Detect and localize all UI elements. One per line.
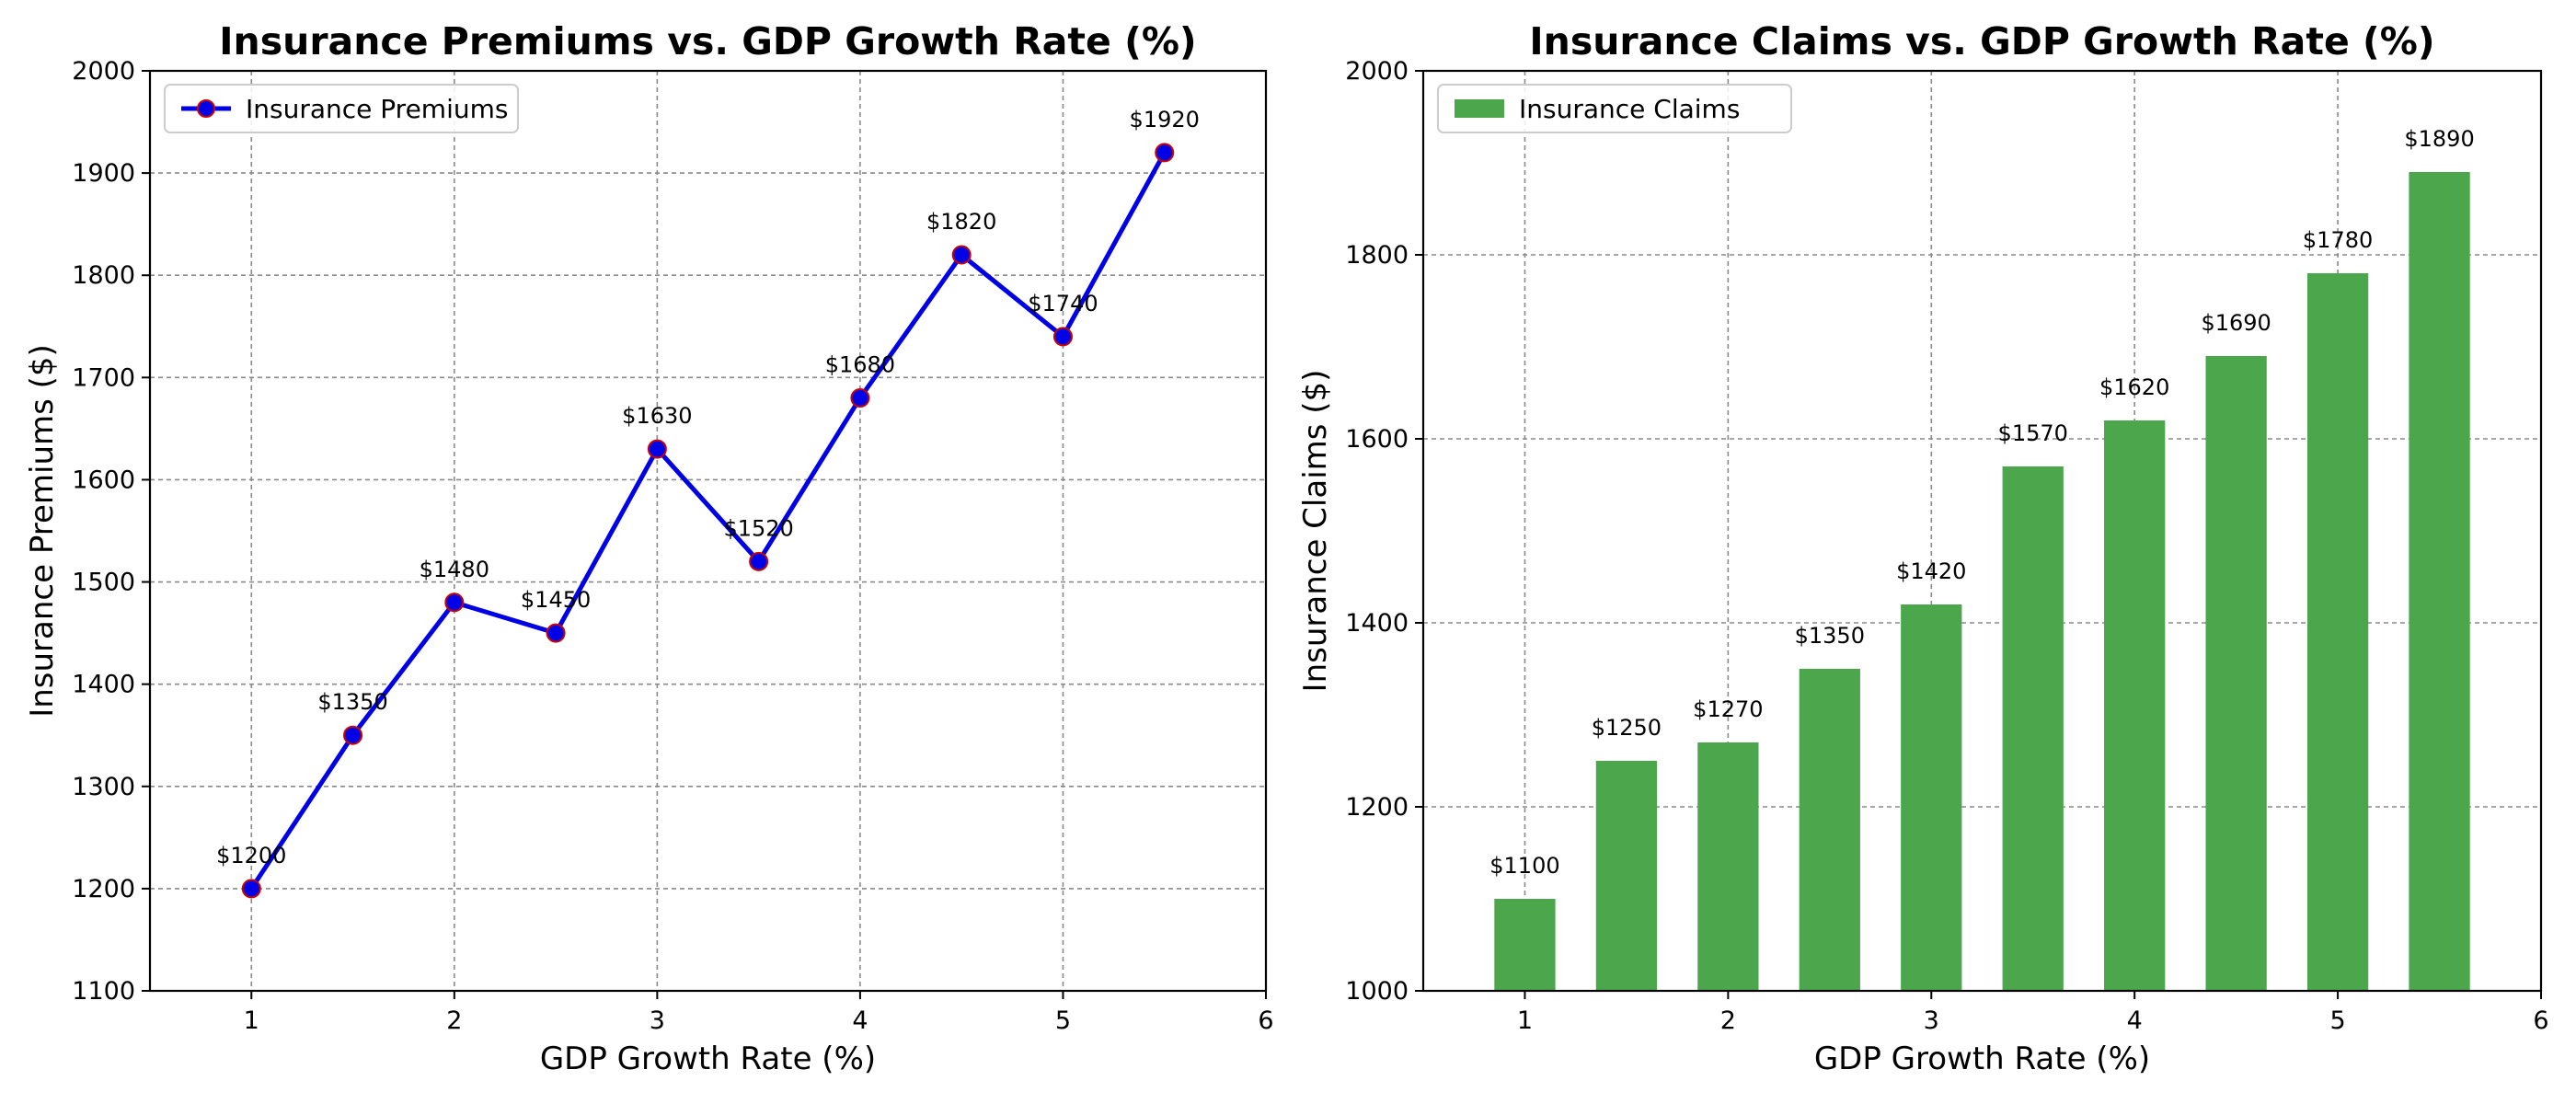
claims-data-label: $1420 [1896, 558, 1966, 584]
premiums-data-point [647, 439, 667, 459]
claims-x-tick-label: 5 [2329, 1006, 2345, 1035]
claims-x-tick-label: 4 [2127, 1006, 2143, 1035]
claims-x-tick-label: 3 [1924, 1006, 1939, 1035]
claims-bar [2104, 420, 2166, 991]
premiums-data-label: $1450 [521, 587, 591, 613]
premiums-y-tick-label: 1300 [72, 773, 135, 801]
claims-chart: $1100 $1250 $1270 $1350 $1420 $1570 $1620 $1690… [1297, 19, 2549, 1077]
premiums-x-tick-label: 1 [244, 1006, 259, 1035]
premiums-legend: Insurance Premiums [164, 84, 519, 133]
premiums-data-label: $1350 [317, 689, 387, 715]
premiums-chart: $1200 $1350 $1480 $1450 $1630 $1520 $1680 $1820… [24, 19, 1274, 1077]
claims-data-label: $1690 [2201, 310, 2271, 336]
premiums-y-tick-label: 2000 [72, 57, 135, 86]
claims-y-axis-label: Insurance Claims ($) [1297, 370, 1334, 693]
premiums-y-tick-label: 1700 [72, 363, 135, 392]
premiums-data-label: $1480 [420, 557, 489, 582]
claims-y-tick-label: 1800 [1345, 241, 1409, 270]
claims-bar [1697, 742, 1759, 991]
claims-legend: Insurance Claims [1437, 84, 1792, 133]
premiums-x-tick-label: 4 [852, 1006, 868, 1035]
premiums-data-label: $1520 [723, 515, 793, 541]
claims-bar [2205, 356, 2267, 991]
claims-y-tick-label: 1400 [1345, 609, 1409, 638]
claims-bar [1595, 761, 1658, 991]
premiums-legend-marker [197, 99, 215, 118]
premiums-axes-frame [148, 69, 1268, 993]
claims-y-tick-label: 1600 [1345, 425, 1409, 454]
premiums-data-point [850, 388, 870, 408]
claims-x-tick-label: 2 [1720, 1006, 1736, 1035]
premiums-y-tick-label: 1600 [72, 466, 135, 494]
premiums-data-point [1052, 327, 1073, 347]
claims-x-tick-label: 6 [2533, 1006, 2548, 1035]
premiums-x-tick-label: 2 [446, 1006, 462, 1035]
premiums-data-label: $1920 [1130, 107, 1200, 132]
premiums-x-tick-label: 3 [650, 1006, 665, 1035]
premiums-data-point [343, 725, 363, 745]
claims-bar [1799, 669, 1860, 991]
premiums-data-point [546, 623, 566, 643]
premiums-y-tick-label: 1100 [72, 977, 135, 1006]
claims-chart-title: Insurance Claims vs. GDP Growth Rate (%) [1529, 19, 2434, 63]
claims-data-label: $1250 [1592, 715, 1662, 741]
claims-bar [1494, 899, 1556, 991]
premiums-data-label: $1200 [216, 843, 286, 868]
premiums-x-tick-label: 6 [1258, 1006, 1273, 1035]
claims-y-tick-label: 1000 [1345, 977, 1409, 1006]
claims-data-label: $1620 [2099, 374, 2169, 400]
premiums-data-point [1155, 143, 1175, 163]
claims-x-tick-label: 1 [1517, 1006, 1533, 1035]
premiums-data-point [749, 551, 769, 571]
claims-axes-frame [1421, 69, 2543, 993]
premiums-y-tick-label: 1900 [72, 159, 135, 188]
premiums-data-label: $1740 [1028, 291, 1098, 316]
premiums-data-point [951, 245, 972, 265]
premiums-data-point [444, 592, 465, 613]
premiums-y-tick-label: 1500 [72, 569, 135, 597]
premiums-data-label: $1680 [825, 352, 895, 378]
claims-legend-box [1437, 84, 1792, 133]
claims-bar [2002, 466, 2064, 991]
claims-y-tick-label: 2000 [1345, 57, 1409, 86]
claims-bar [1901, 604, 1962, 991]
premiums-x-axis-label: GDP Growth Rate (%) [540, 1041, 876, 1077]
claims-data-label: $1570 [1998, 420, 2068, 446]
premiums-y-tick-label: 1200 [72, 875, 135, 903]
claims-data-label: $1350 [1795, 623, 1865, 649]
premiums-series-line [249, 151, 1167, 891]
premiums-x-tick-label: 5 [1055, 1006, 1071, 1035]
premiums-legend-box [164, 84, 519, 133]
premiums-legend-label: Insurance Premiums [246, 94, 508, 124]
premiums-data-point [241, 879, 261, 899]
premiums-data-label: $1820 [926, 209, 996, 235]
claims-legend-swatch [1455, 99, 1504, 118]
premiums-y-tick-label: 1400 [72, 671, 135, 699]
claims-legend-label: Insurance Claims [1519, 94, 1740, 124]
claims-x-axis-label: GDP Growth Rate (%) [1814, 1041, 2150, 1077]
claims-data-label: $1100 [1489, 853, 1559, 879]
claims-data-label: $1780 [2303, 227, 2373, 253]
claims-data-label: $1890 [2404, 126, 2474, 152]
claims-bar [2306, 273, 2369, 991]
premiums-y-axis-label: Insurance Premiums ($) [24, 344, 61, 718]
claims-y-tick-label: 1200 [1345, 793, 1409, 822]
premiums-y-tick-label: 1800 [72, 261, 135, 290]
claims-bar [2409, 172, 2470, 991]
premiums-chart-title: Insurance Premiums vs. GDP Growth Rate (… [219, 19, 1196, 63]
claims-data-label: $1270 [1693, 696, 1763, 722]
premiums-data-label: $1630 [622, 403, 692, 429]
